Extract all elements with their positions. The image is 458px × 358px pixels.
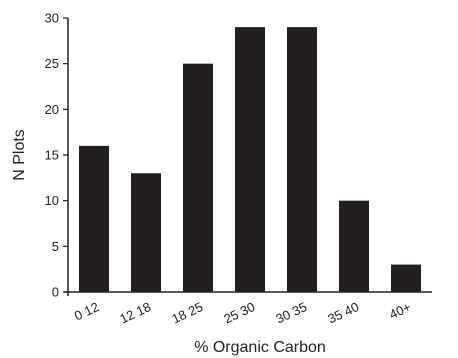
x-tick-label: 0 12 — [72, 299, 101, 323]
x-tick-label: 25 30 — [221, 299, 257, 326]
y-tick-label: 30 — [45, 11, 59, 26]
x-ticks-group: 0 12 12 18 18 25 25 30 30 35 35 40 40+ — [72, 299, 413, 326]
x-tick-label: 35 40 — [325, 299, 361, 326]
y-tick-label: 20 — [45, 102, 59, 117]
x-tick-label: 40+ — [387, 299, 413, 322]
bars-group — [79, 27, 421, 293]
bar-5 — [339, 200, 369, 292]
bar-4 — [287, 27, 317, 293]
x-tick-label: 30 35 — [273, 299, 309, 326]
bar-1 — [131, 173, 161, 292]
y-ticks-group: 0 5 10 15 20 25 30 — [45, 11, 68, 300]
x-tick-label: 12 18 — [117, 299, 153, 326]
bar-3 — [235, 27, 265, 293]
x-axis-title: % Organic Carbon — [194, 339, 326, 356]
bar-6 — [391, 264, 421, 292]
y-tick-label: 5 — [52, 239, 59, 254]
y-tick-label: 10 — [45, 193, 59, 208]
x-tick-label: 18 25 — [169, 299, 205, 326]
bar-0 — [79, 145, 109, 292]
y-tick-label: 15 — [45, 148, 59, 163]
y-tick-label: 0 — [52, 285, 59, 300]
bar-2 — [183, 63, 213, 292]
y-axis-title: N Plots — [11, 129, 28, 181]
y-tick-label: 25 — [45, 56, 59, 71]
